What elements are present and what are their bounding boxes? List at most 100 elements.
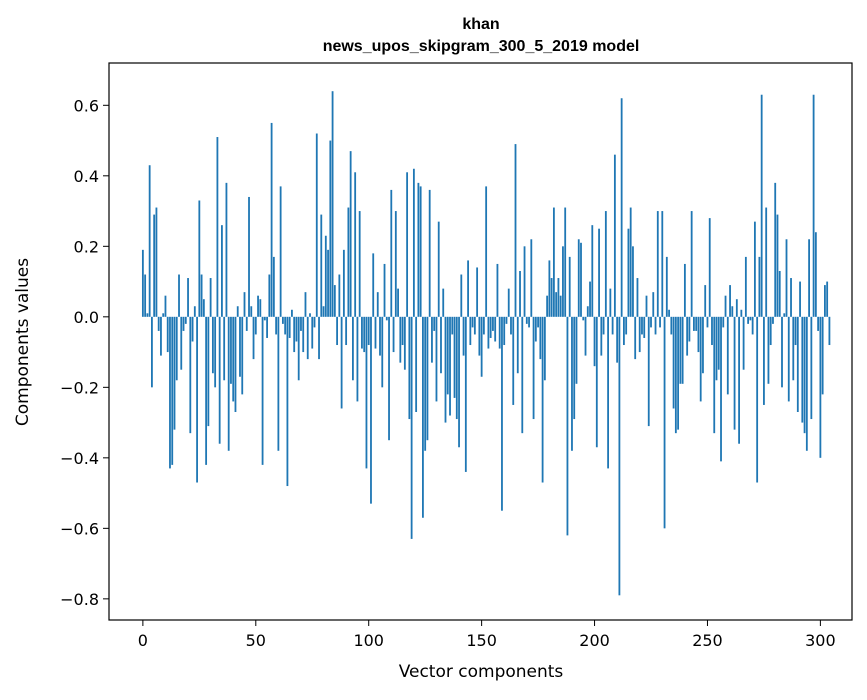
bar-220 (638, 316, 641, 353)
bar-162 (507, 288, 510, 317)
bar-138 (453, 316, 456, 398)
bar-181 (550, 278, 553, 317)
bar-30 (209, 278, 212, 317)
bar-213 (623, 316, 625, 346)
bar-75 (311, 316, 314, 349)
bar-40 (232, 316, 235, 402)
bar-290 (796, 316, 799, 412)
bar-200 (593, 316, 596, 367)
bar-145 (469, 316, 472, 346)
bar-276 (765, 207, 768, 317)
bar-86 (336, 316, 338, 346)
bar-295 (808, 239, 810, 317)
bar-260 (729, 285, 731, 317)
bar-206 (607, 316, 609, 469)
bar-90 (345, 316, 348, 346)
y-tick-label-0: −0.8 (60, 590, 99, 609)
bar-10 (164, 295, 167, 317)
bar-155 (492, 316, 494, 331)
bar-214 (625, 316, 628, 335)
bar-20 (187, 278, 189, 317)
bar-201 (595, 316, 598, 448)
bar-233 (668, 309, 670, 317)
bar-186 (562, 246, 564, 317)
bar-174 (534, 316, 537, 342)
bar-244 (693, 316, 695, 331)
bar-304 (828, 316, 831, 346)
bar-14 (173, 316, 176, 430)
bar-64 (286, 316, 289, 487)
bar-265 (740, 309, 743, 317)
bar-185 (559, 295, 562, 317)
bar-269 (749, 316, 752, 321)
bar-133 (442, 288, 445, 317)
bar-62 (281, 316, 284, 324)
bar-77 (315, 133, 318, 317)
bar-154 (489, 316, 492, 338)
bar-26 (200, 274, 203, 317)
bar-298 (814, 232, 817, 317)
bar-84 (331, 91, 334, 317)
bar-49 (252, 316, 255, 360)
bar-122 (417, 182, 420, 317)
bar-56 (268, 274, 271, 317)
bar-284 (783, 313, 786, 317)
bar-208 (611, 316, 614, 335)
bar-7 (157, 316, 160, 331)
bar-227 (654, 316, 657, 335)
x-tick-label-3: 150 (466, 631, 497, 650)
bar-119 (410, 316, 413, 539)
bar-236 (674, 316, 677, 434)
y-axis-ticks: −0.8 −0.6 −0.4 −0.2 0.0 0.2 0.4 0.6 (60, 96, 109, 609)
bar-43 (239, 316, 241, 377)
bar-4 (151, 316, 153, 388)
bar-114 (399, 316, 402, 363)
bar-211 (618, 316, 621, 596)
bar-34 (218, 316, 221, 444)
bar-63 (284, 316, 287, 335)
bar-189 (568, 256, 571, 317)
bar-263 (735, 299, 738, 317)
bar-139 (455, 316, 458, 420)
bar-120 (412, 168, 415, 317)
bar-18 (182, 316, 185, 331)
bar-17 (180, 316, 183, 370)
bar-112 (394, 211, 397, 317)
bar-165 (514, 144, 517, 317)
bar-135 (446, 316, 449, 395)
bar-264 (738, 316, 740, 444)
bar-97 (361, 316, 363, 349)
bar-301 (821, 316, 824, 395)
bar-277 (767, 316, 770, 384)
bar-103 (374, 316, 377, 349)
bar-235 (672, 316, 675, 409)
bar-228 (656, 211, 659, 317)
bar-193 (577, 239, 580, 317)
y-tick-label-3: −0.2 (60, 378, 99, 397)
bar-149 (478, 316, 481, 356)
bar-262 (733, 316, 736, 430)
bar-294 (805, 316, 808, 451)
bar-61 (279, 186, 282, 317)
y-tick-label-7: 0.6 (74, 96, 99, 115)
y-axis-label: Components values (13, 258, 33, 426)
bar-38 (227, 316, 230, 451)
bar-291 (799, 281, 801, 317)
bar-53 (261, 316, 264, 465)
chart-title-line-1: khan (462, 16, 499, 33)
bar-288 (792, 316, 795, 381)
x-tick-label-1: 50 (246, 631, 266, 650)
bar-256 (720, 316, 722, 462)
bar-226 (652, 292, 655, 317)
bar-57 (270, 122, 273, 317)
y-tick-label-2: −0.4 (60, 449, 99, 468)
bar-239 (681, 316, 684, 384)
bar-74 (309, 313, 311, 317)
bar-140 (458, 316, 460, 448)
bar-104 (376, 292, 379, 317)
bar-79 (320, 214, 323, 317)
bar-153 (487, 316, 490, 349)
bar-91 (347, 207, 350, 317)
bar-52 (259, 299, 262, 317)
